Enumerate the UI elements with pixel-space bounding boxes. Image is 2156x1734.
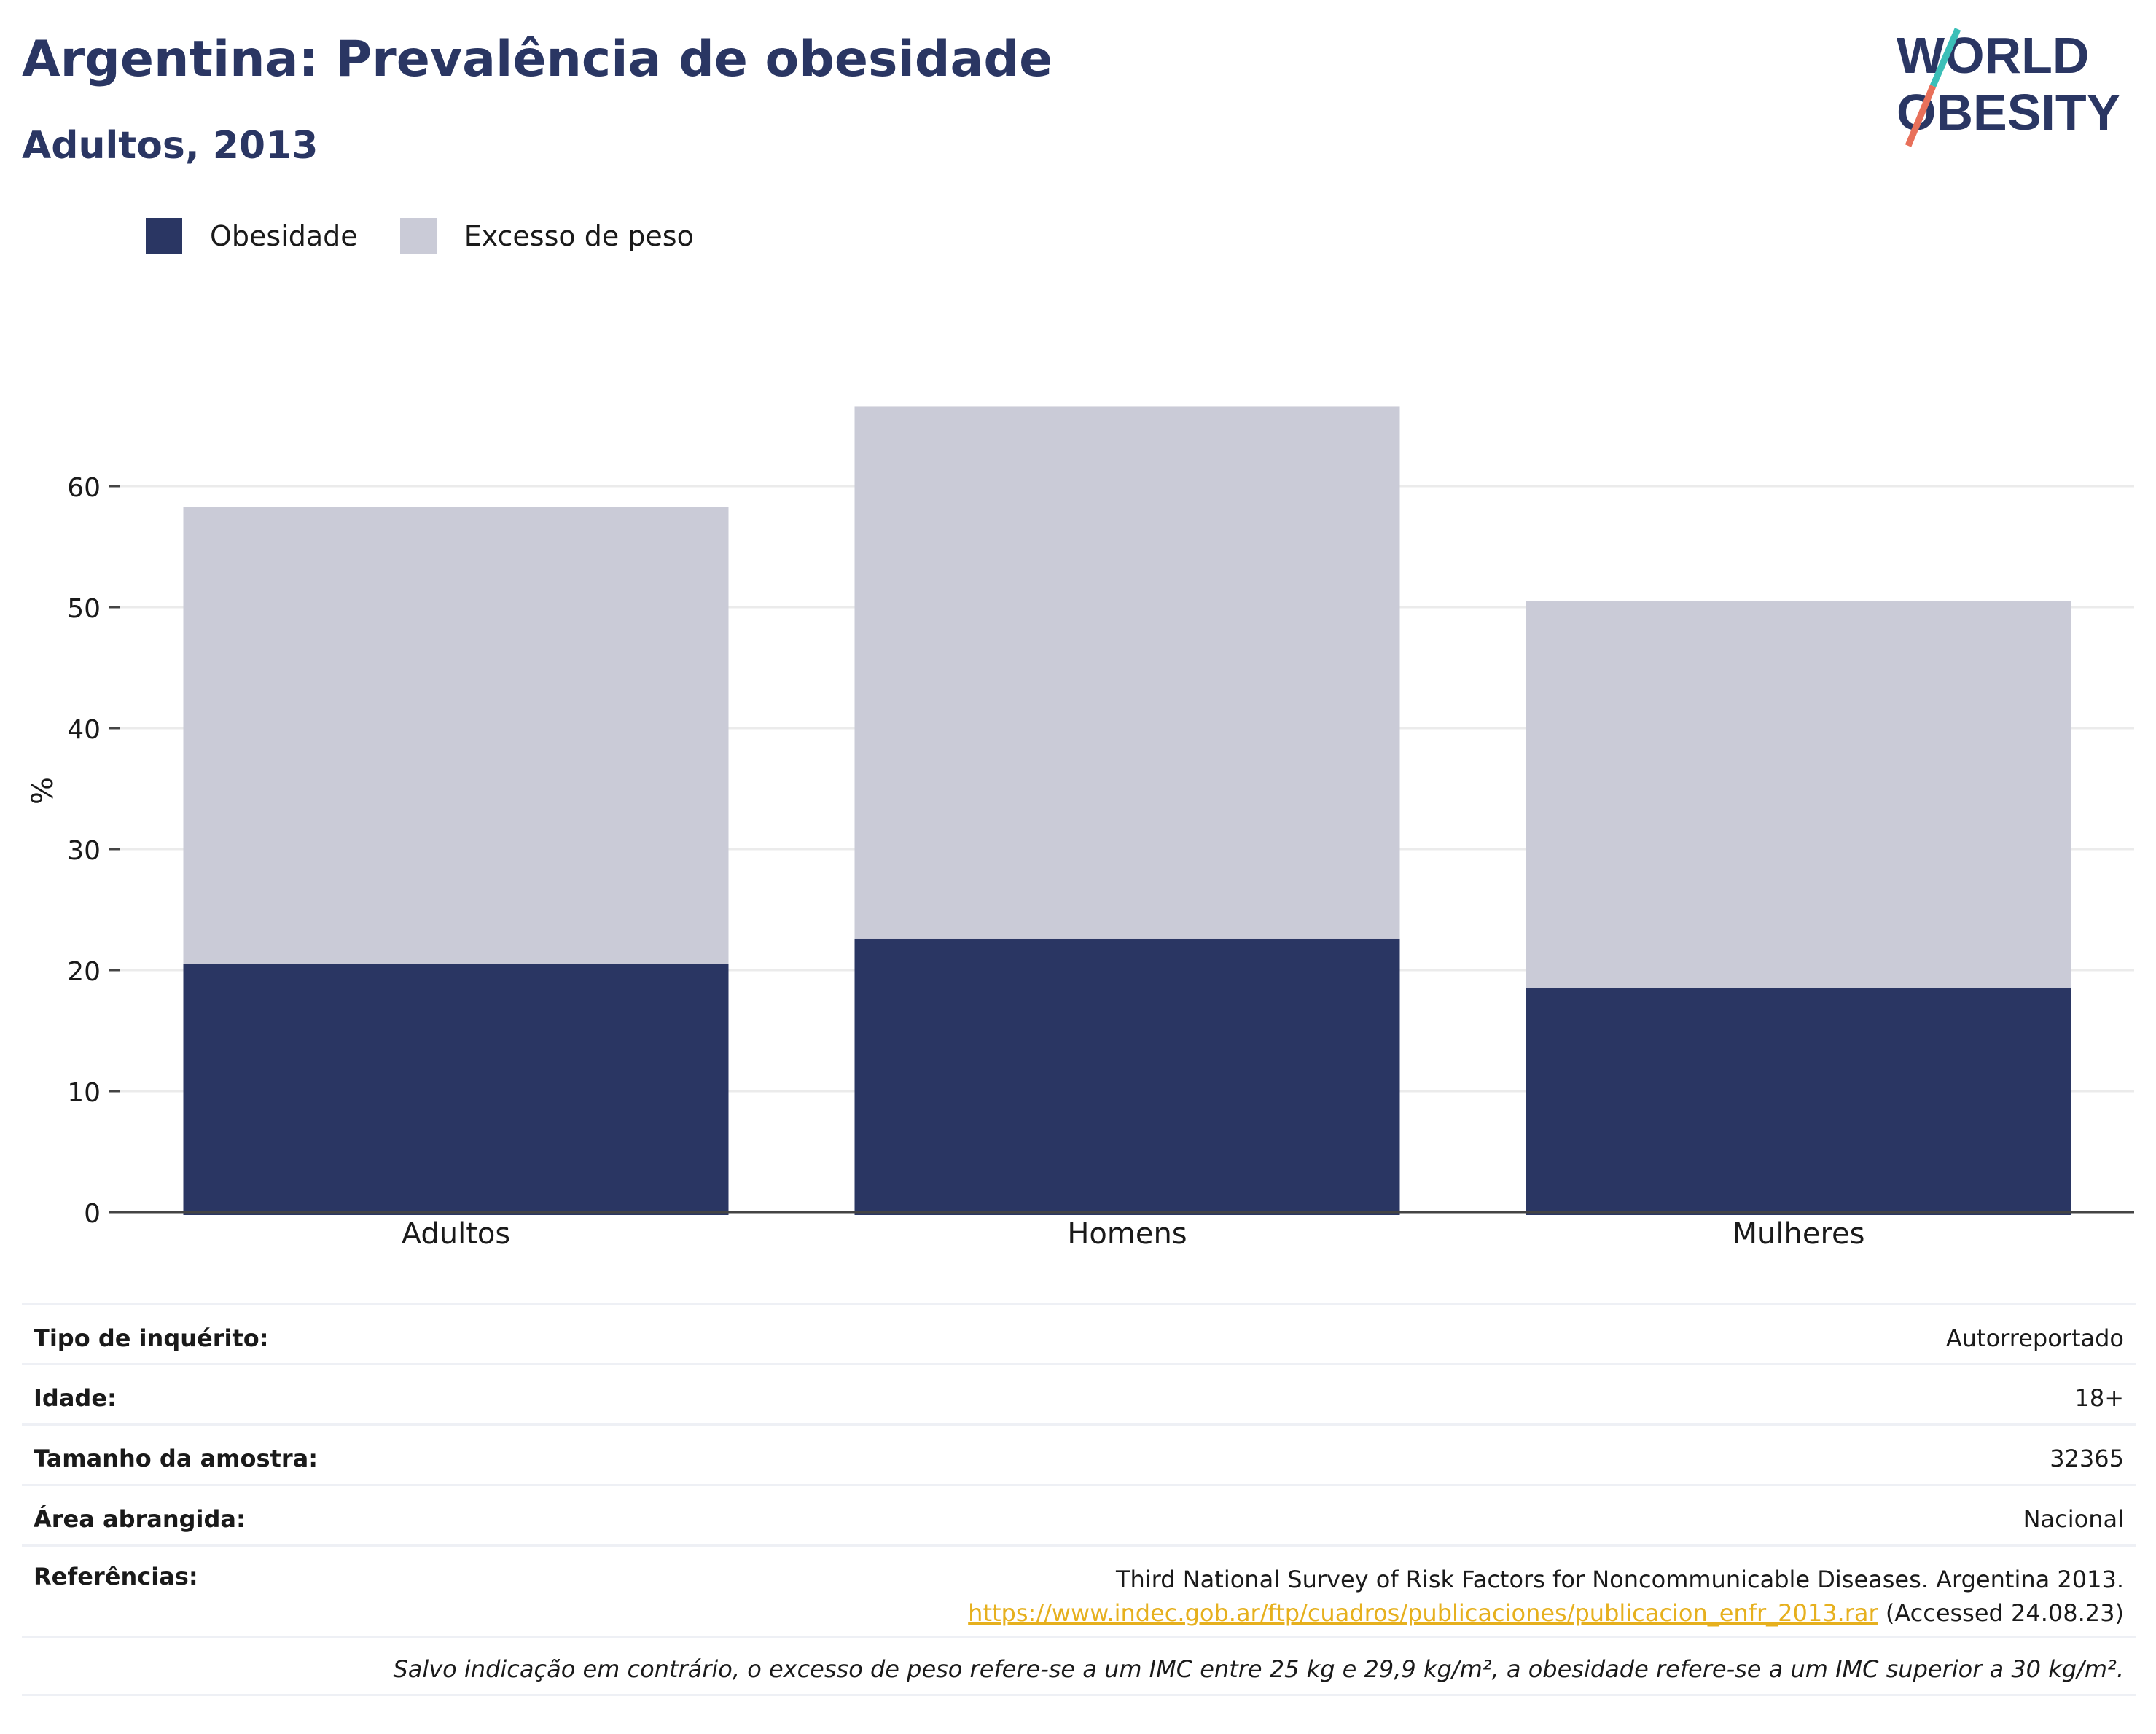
bar-obesity-mulheres[interactable] bbox=[1526, 988, 2071, 1215]
chart-bars bbox=[183, 406, 2071, 1215]
bar-obesity-homens[interactable] bbox=[854, 938, 1400, 1215]
logo-teal-slash bbox=[1929, 28, 1961, 87]
info-label: Referências: bbox=[34, 1563, 198, 1590]
legend-item-obesity[interactable]: Obesidade bbox=[146, 218, 358, 254]
bar-overweight-adultos[interactable] bbox=[183, 507, 729, 964]
info-label: Tamanho da amostra: bbox=[34, 1445, 318, 1472]
x-tick-label: Adultos bbox=[402, 1217, 511, 1251]
logo-coral-slash bbox=[1905, 85, 1937, 147]
logo-line-world: WORLD bbox=[1897, 27, 2089, 84]
page-subtitle: Adultos, 2013 bbox=[22, 124, 319, 168]
y-tick-label: 30 bbox=[67, 836, 101, 866]
info-label: Área abrangida: bbox=[34, 1505, 246, 1533]
info-value: Nacional bbox=[2023, 1505, 2124, 1533]
world-obesity-logo: WORLD OBESITY bbox=[1897, 27, 2120, 147]
legend-swatch-obesity bbox=[146, 218, 182, 254]
info-value: Autorreportado bbox=[1945, 1324, 2124, 1352]
y-tick-label: 10 bbox=[67, 1078, 101, 1108]
info-label: Idade: bbox=[34, 1384, 117, 1412]
info-row-age: Idade: 18+ bbox=[22, 1365, 2136, 1426]
legend-label-overweight: Excesso de peso bbox=[464, 220, 694, 252]
legend-item-overweight[interactable]: Excesso de peso bbox=[399, 218, 694, 254]
y-tick-label: 0 bbox=[84, 1199, 101, 1229]
info-row-references: Referências: Third National Survey of Ri… bbox=[22, 1547, 2136, 1638]
info-row-sample-size: Tamanho da amostra: 32365 bbox=[22, 1426, 2136, 1486]
y-tick-label: 40 bbox=[67, 715, 101, 745]
bar-overweight-mulheres[interactable] bbox=[1526, 601, 2071, 988]
info-value: 32365 bbox=[2050, 1445, 2124, 1472]
bar-chart: 0 10 20 30 40 50 60 Adultos Homens Mulheres % bbox=[26, 406, 2134, 1251]
page-title: Argentina: Prevalência de obesidade bbox=[22, 31, 1053, 88]
reference-text: Third National Survey of Risk Factors fo… bbox=[1115, 1566, 2124, 1593]
chart-axes: 0 10 20 30 40 50 60 Adultos Homens Mulheres bbox=[67, 473, 2134, 1251]
logo-line-obesity: OBESITY bbox=[1897, 84, 2120, 141]
reference-link[interactable]: https://www.indec.gob.ar/ftp/cuadros/pub… bbox=[968, 1599, 1878, 1627]
survey-info-table: Tipo de inquérito: Autorreportado Idade:… bbox=[22, 1303, 2136, 1696]
y-axis-label: % bbox=[26, 777, 60, 805]
y-tick-label: 50 bbox=[67, 594, 101, 624]
y-tick-label: 60 bbox=[67, 473, 101, 503]
chart-legend: Obesidade Excesso de peso bbox=[146, 217, 736, 255]
reference-accessed: (Accessed 24.08.23) bbox=[1885, 1599, 2124, 1627]
bar-obesity-adultos[interactable] bbox=[183, 964, 729, 1215]
x-tick-label: Homens bbox=[1067, 1217, 1187, 1251]
info-value: 18+ bbox=[2074, 1384, 2124, 1412]
info-row-area: Área abrangida: Nacional bbox=[22, 1486, 2136, 1547]
y-tick-label: 20 bbox=[67, 957, 101, 987]
info-label: Tipo de inquérito: bbox=[34, 1324, 269, 1352]
legend-swatch-overweight bbox=[399, 218, 437, 254]
reference-link-line: https://www.indec.gob.ar/ftp/cuadros/pub… bbox=[968, 1596, 2124, 1630]
bar-overweight-homens[interactable] bbox=[854, 406, 1400, 939]
legend-label-obesity: Obesidade bbox=[210, 220, 358, 252]
info-row-survey-type: Tipo de inquérito: Autorreportado bbox=[22, 1305, 2136, 1365]
x-tick-label: Mulheres bbox=[1733, 1217, 1865, 1251]
definition-footnote: Salvo indicação em contrário, o excesso … bbox=[22, 1638, 2136, 1696]
references-value: Third National Survey of Risk Factors fo… bbox=[968, 1563, 2124, 1630]
